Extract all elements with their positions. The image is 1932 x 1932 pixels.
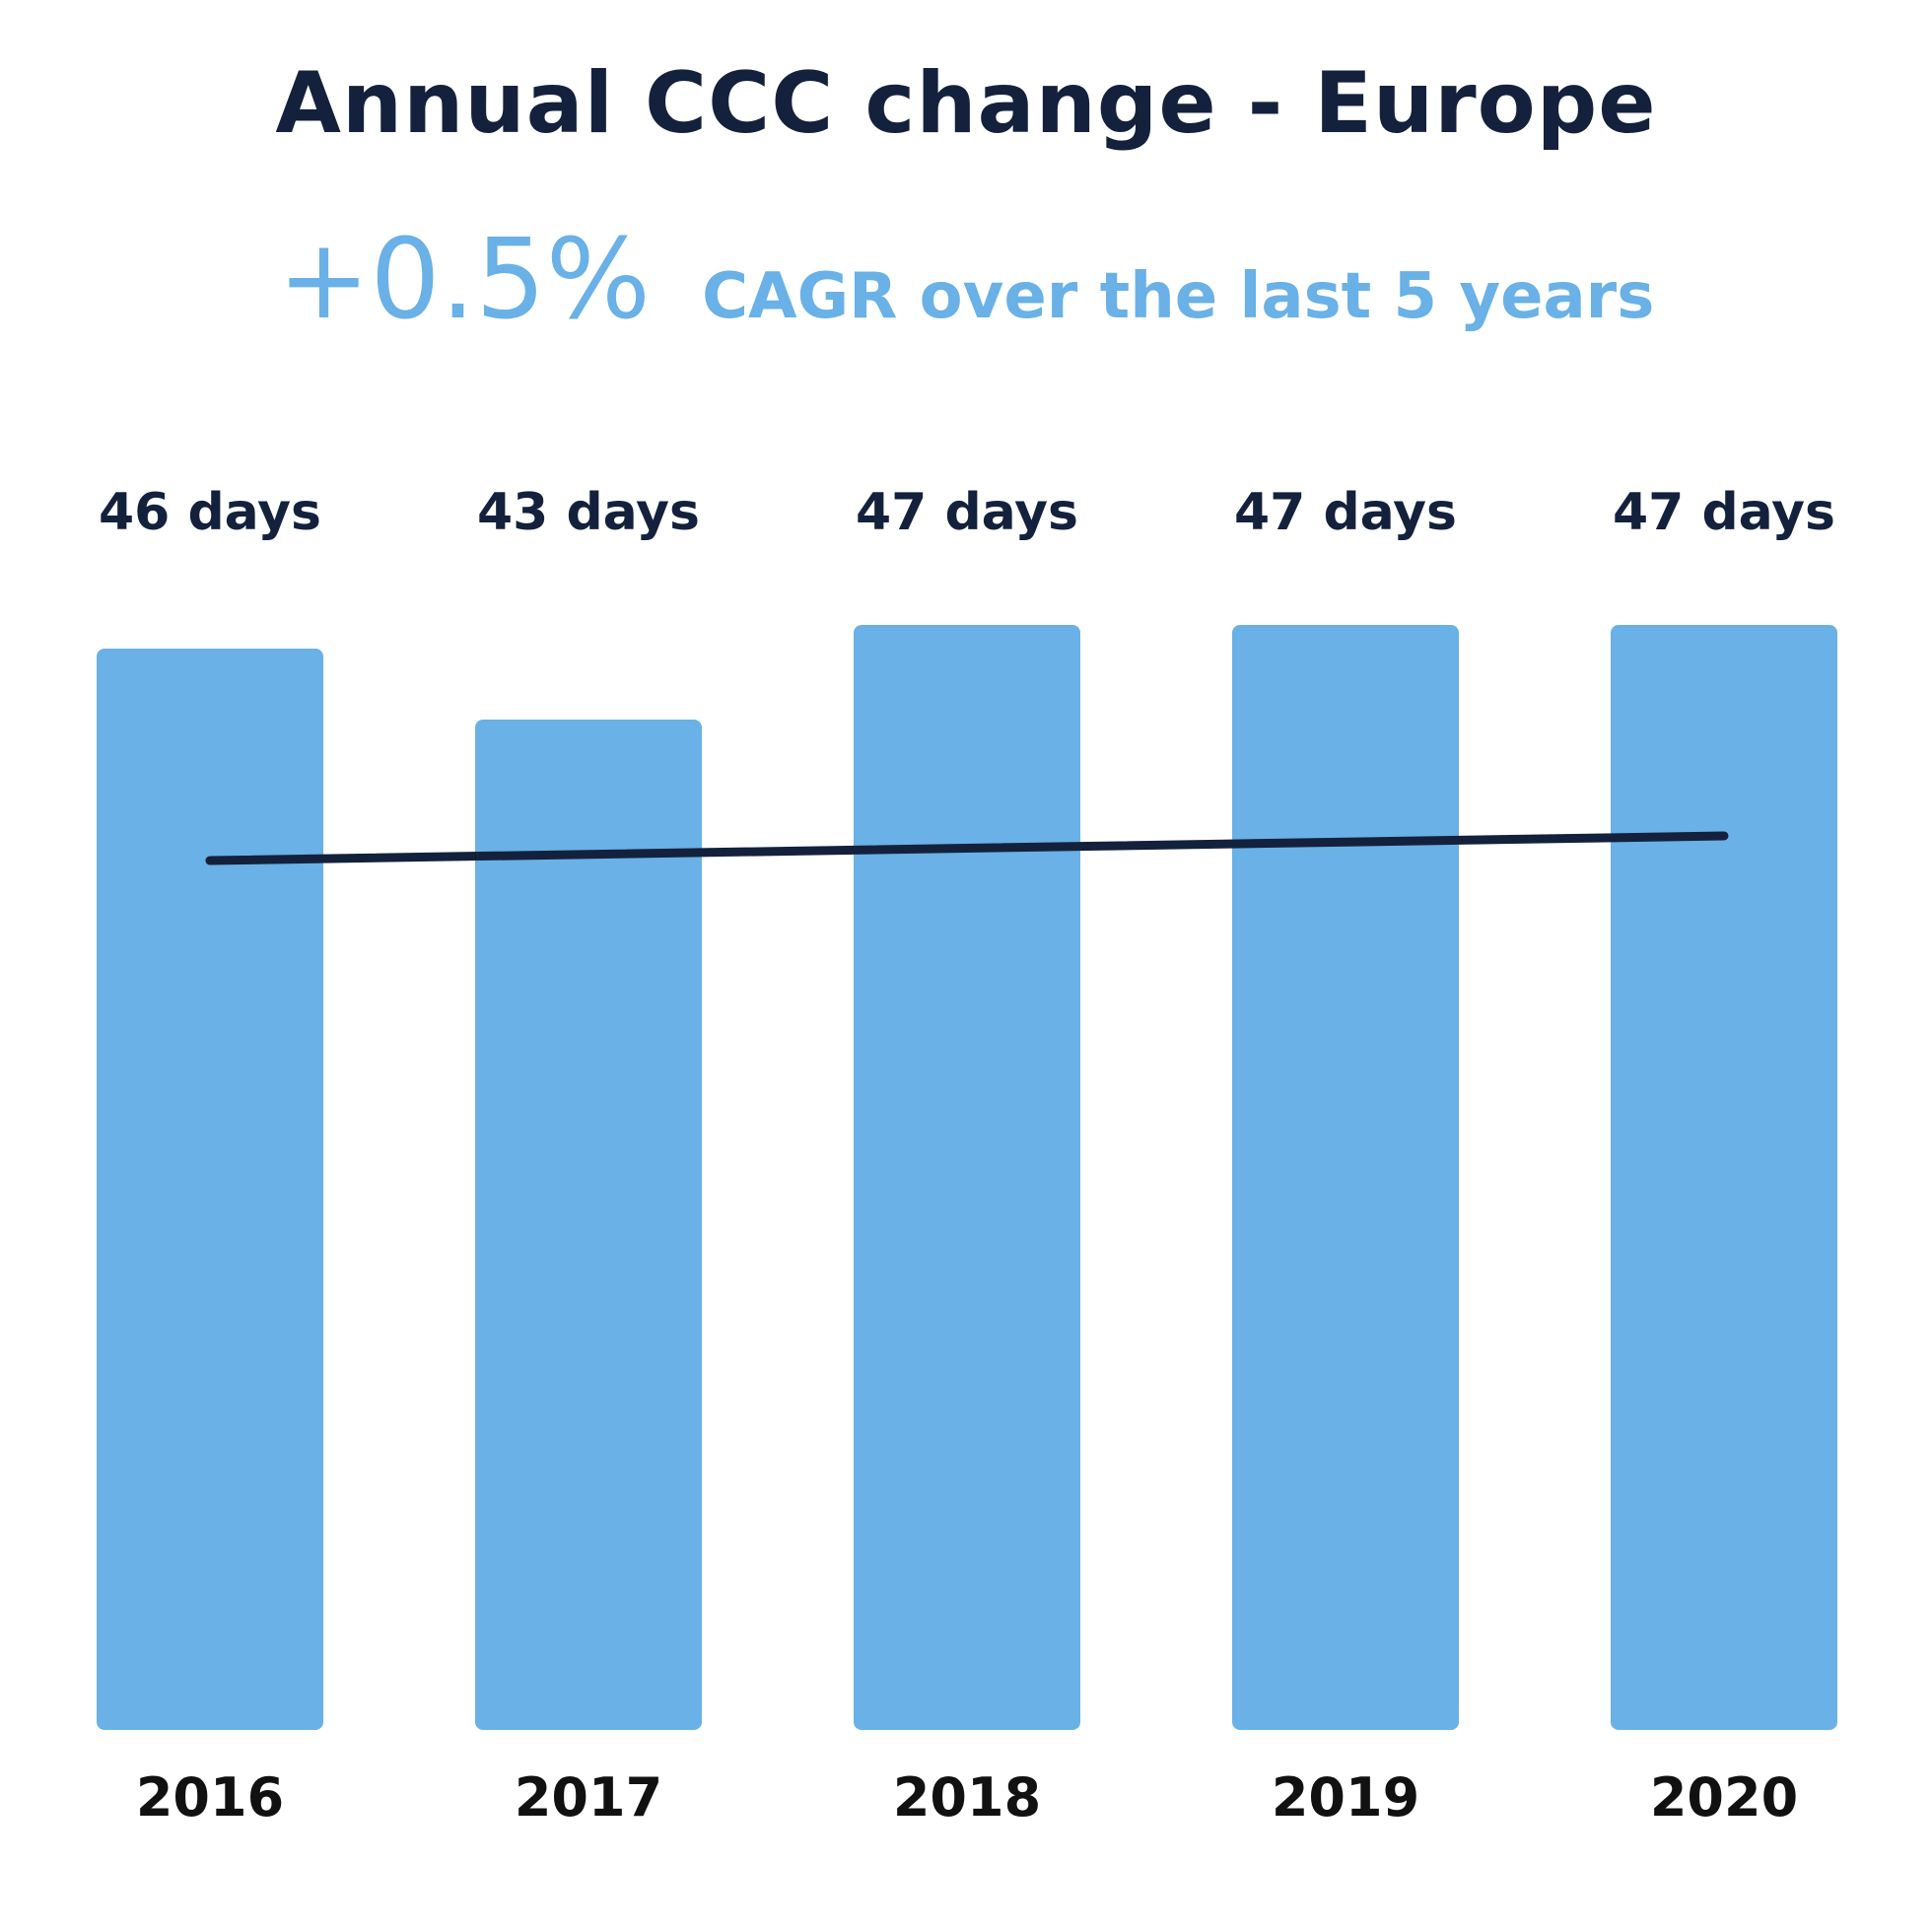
bar-2017	[475, 720, 702, 1730]
bar-2018	[854, 625, 1080, 1730]
year-label-2017: 2017	[515, 1766, 662, 1828]
value-label-2020: 47 days	[1613, 483, 1835, 542]
year-label-2019: 2019	[1272, 1766, 1419, 1828]
value-label-2016: 46 days	[99, 483, 321, 542]
year-labels-group: 2016 2017 2018 2019 2020	[136, 1766, 1798, 1828]
bars-group	[97, 625, 1837, 1730]
year-label-2020: 2020	[1650, 1766, 1798, 1828]
bar-2020	[1611, 625, 1837, 1730]
value-label-2017: 43 days	[477, 483, 700, 542]
bar-2019	[1232, 625, 1459, 1730]
cagr-description: CAGR over the last 5 years	[702, 260, 1655, 333]
trend-line	[205, 831, 1729, 865]
chart-title: Annual CCC change - Europe	[275, 54, 1657, 153]
bar-2016	[97, 649, 323, 1730]
year-label-2018: 2018	[893, 1766, 1041, 1828]
chart-subtitle: +0.5% CAGR over the last 5 years	[0, 225, 1932, 335]
value-label-2018: 47 days	[856, 483, 1078, 542]
cagr-value: +0.5%	[277, 216, 652, 344]
year-label-2016: 2016	[136, 1766, 284, 1828]
trend-group	[205, 831, 1729, 865]
value-label-2019: 47 days	[1234, 483, 1457, 542]
value-labels-group: 46 days 43 days 47 days 47 days 47 days	[99, 483, 1835, 542]
